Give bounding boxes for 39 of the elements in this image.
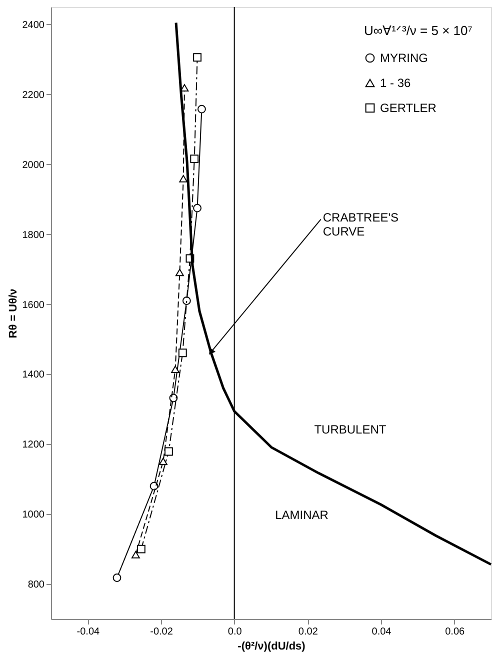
y-axis-title: Rθ = Uθ/ν	[7, 288, 20, 338]
y-tick-label: 1000	[22, 510, 45, 521]
point	[136, 544, 146, 554]
y-tick-label: 2000	[22, 160, 45, 171]
point	[193, 53, 202, 62]
y-tick-label: 1400	[22, 370, 45, 381]
point	[164, 447, 173, 456]
annotation: CRABTREE'S CURVE	[322, 210, 399, 238]
x-tick-label: -0.04	[76, 626, 100, 638]
x-tick-label: 0.0	[228, 626, 242, 638]
legend-label: GERTLER	[380, 101, 437, 115]
annotation: TURBULENT	[314, 422, 387, 436]
annotation: LAMINAR	[275, 508, 329, 522]
y-tick-label: 1200	[22, 440, 45, 451]
point	[175, 268, 184, 276]
y-tick-label: 2200	[22, 90, 45, 101]
point	[193, 204, 202, 212]
y-tick-label: 1600	[22, 300, 45, 311]
point	[179, 175, 188, 182]
point	[197, 104, 206, 114]
point	[182, 296, 191, 305]
point	[178, 348, 187, 358]
point	[190, 154, 199, 163]
x-tick-label: 0.06	[445, 626, 465, 638]
legend-title: U∞∀¹ᐟ³/ν = 5 × 10⁷	[364, 23, 473, 38]
legend-label: 1 - 36	[380, 76, 412, 90]
point	[112, 574, 122, 582]
point	[171, 366, 180, 374]
x-tick-label: 0.02	[298, 626, 318, 638]
point	[158, 458, 168, 465]
point	[131, 550, 140, 558]
point	[150, 482, 158, 490]
y-tick-label: 1800	[22, 230, 45, 241]
x-tick-label: -0.02	[150, 626, 174, 638]
x-axis-title: -(θ²/ν)(dU/ds)	[238, 640, 306, 652]
legend-label: MYRING	[380, 51, 428, 65]
y-tick-label: 2400	[22, 20, 45, 31]
x-tick-label: 0.04	[372, 626, 392, 638]
y-tick-label: 800	[28, 580, 45, 591]
